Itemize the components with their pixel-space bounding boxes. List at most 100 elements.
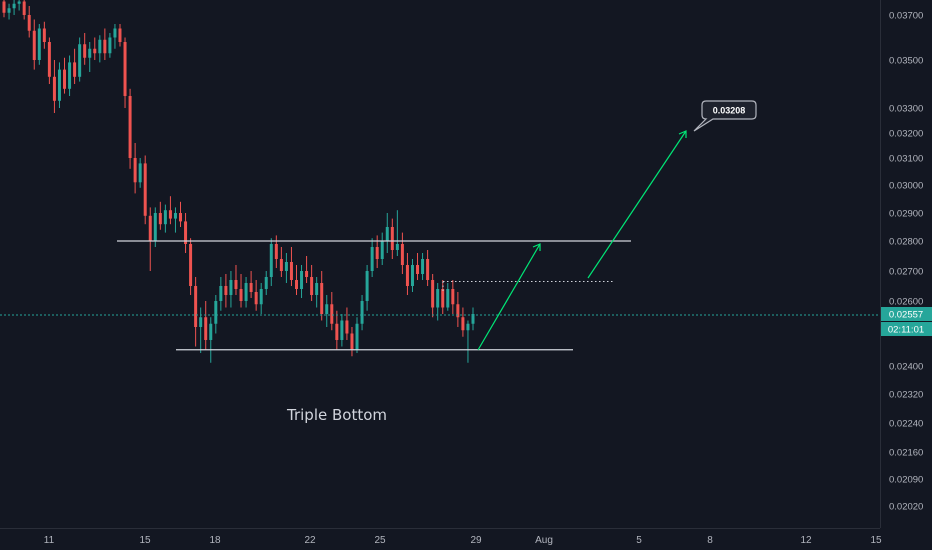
- candle-body: [436, 289, 440, 308]
- candle-body: [264, 277, 268, 289]
- candle: [451, 280, 455, 314]
- target-label: 0.03208: [713, 106, 746, 116]
- candle-body: [431, 280, 435, 308]
- candle: [421, 253, 425, 280]
- price-tick-label: 0.02160: [889, 448, 923, 459]
- candle-body: [32, 30, 36, 60]
- candle: [189, 238, 193, 295]
- time-tick-label: 5: [636, 535, 642, 546]
- candle-body: [88, 48, 92, 58]
- candle-body: [400, 244, 404, 265]
- candle: [249, 271, 253, 298]
- time-tick-label: 12: [800, 535, 812, 546]
- candle-body: [471, 314, 475, 324]
- price-tick-label: 0.03000: [889, 181, 923, 192]
- candle-body: [446, 289, 450, 308]
- candle-body: [310, 277, 314, 295]
- candle-body: [209, 323, 213, 340]
- candle-body: [456, 304, 460, 318]
- time-axis[interactable]: 11 15 18 22 25 29 Aug 5 8 12 15: [0, 528, 882, 547]
- candle-body: [410, 265, 414, 286]
- candle: [320, 271, 324, 321]
- candle: [461, 307, 465, 337]
- candle: [234, 265, 238, 295]
- candle: [254, 280, 258, 311]
- candle-body: [189, 244, 193, 286]
- time-tick-label: 15: [139, 535, 151, 546]
- candle: [68, 55, 72, 96]
- candle: [12, 0, 16, 15]
- candle-body: [416, 265, 420, 274]
- candle-body: [118, 28, 122, 42]
- target-callout[interactable]: 0.03208: [693, 100, 757, 132]
- price-axis[interactable]: 0.03700 0.03500 0.03300 0.03200 0.03100 0.030…: [880, 0, 932, 528]
- candle-body: [133, 158, 137, 183]
- candle-body: [63, 69, 67, 89]
- candle-body: [194, 286, 198, 327]
- candle-body: [47, 42, 51, 77]
- candle: [289, 247, 293, 286]
- candle-body: [148, 215, 152, 241]
- candle-body: [284, 262, 288, 271]
- candle: [63, 57, 67, 94]
- candle: [239, 274, 243, 308]
- candle: [88, 42, 92, 72]
- price-tick-label: 0.02090: [889, 475, 923, 486]
- candle: [214, 295, 218, 334]
- current-price-tag: [881, 307, 932, 321]
- candle: [118, 24, 122, 47]
- time-tick-label: Aug: [535, 535, 553, 546]
- candle-body: [375, 247, 379, 259]
- candle: [426, 250, 430, 286]
- candle-body: [325, 304, 329, 314]
- candle-body: [239, 289, 243, 301]
- candle-body: [2, 1, 6, 13]
- candle-body: [7, 8, 11, 13]
- current-price-label: 0.02557: [889, 310, 923, 321]
- candle: [300, 265, 304, 298]
- candle: [17, 0, 21, 11]
- candle-body: [249, 283, 253, 292]
- candle: [365, 265, 369, 311]
- candle: [27, 6, 31, 38]
- price-tick-label: 0.02020: [889, 502, 923, 513]
- candlestick-series: [2, 0, 475, 363]
- candle: [168, 196, 172, 225]
- price-tick-label: 0.02400: [889, 362, 923, 373]
- candle: [325, 295, 329, 327]
- candle-body: [128, 96, 132, 158]
- candle: [244, 277, 248, 308]
- arrow-to-target[interactable]: [587, 130, 687, 279]
- candle: [385, 213, 389, 253]
- candle-body: [153, 213, 157, 241]
- candle: [410, 259, 414, 292]
- candle-body: [259, 289, 263, 305]
- candle-body: [57, 69, 61, 101]
- candle: [52, 60, 56, 113]
- candle-body: [12, 3, 16, 9]
- candle: [395, 210, 399, 256]
- candle-body: [22, 1, 26, 15]
- candle: [37, 24, 41, 65]
- price-tick-label: 0.03500: [889, 56, 923, 67]
- candle: [194, 277, 198, 347]
- candle: [370, 238, 374, 277]
- candle: [264, 271, 268, 295]
- time-tick-label: 25: [374, 535, 386, 546]
- candle: [32, 19, 36, 70]
- candle: [380, 232, 384, 265]
- candle-body: [98, 39, 102, 54]
- candle-body: [320, 283, 324, 314]
- price-tick-label: 0.03700: [889, 11, 923, 22]
- candle: [123, 37, 127, 108]
- candle: [335, 310, 339, 350]
- candle-body: [73, 62, 77, 77]
- candle: [350, 327, 354, 357]
- candle-body: [441, 289, 445, 308]
- candle-body: [93, 48, 97, 54]
- candle-body: [380, 241, 384, 259]
- price-tick-label: 0.02800: [889, 237, 923, 248]
- arrow-to-resistance[interactable]: [477, 243, 541, 351]
